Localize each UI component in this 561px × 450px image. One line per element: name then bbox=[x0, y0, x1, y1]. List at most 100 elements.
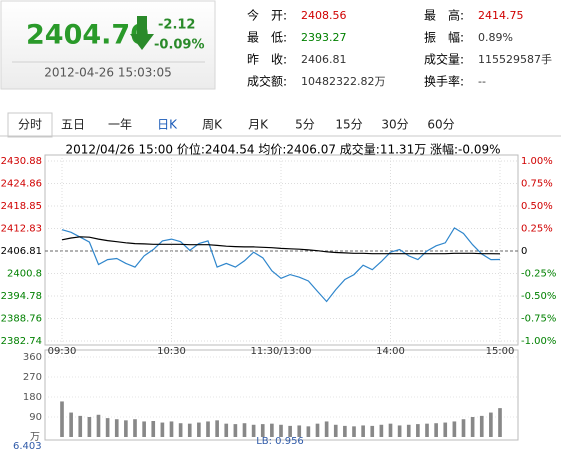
volume-bar bbox=[479, 415, 484, 437]
volume-bar bbox=[452, 421, 457, 437]
change: -2.12 bbox=[158, 18, 195, 33]
volume-bar bbox=[270, 423, 274, 437]
volume-bar bbox=[142, 421, 146, 437]
active-tab bbox=[7, 112, 53, 138]
volume-bar bbox=[333, 424, 338, 437]
field-label: 昨 收: bbox=[247, 53, 287, 67]
y2-tick-label: -0.25% bbox=[521, 269, 556, 280]
volume-bar bbox=[105, 418, 110, 437]
volume-bar bbox=[60, 401, 64, 437]
tab[interactable]: 30分 bbox=[381, 118, 408, 132]
tab[interactable]: 五日 bbox=[61, 118, 85, 132]
volume-bar bbox=[343, 425, 347, 437]
y2-tick-label: 1.00% bbox=[521, 156, 553, 167]
field-label: 成交额: bbox=[247, 74, 287, 89]
volume-bar bbox=[379, 424, 384, 437]
volume-bar bbox=[242, 423, 247, 437]
volume-bar bbox=[315, 423, 320, 437]
volume-bar bbox=[470, 417, 475, 437]
volume-bar bbox=[69, 412, 73, 437]
tab[interactable]: 60分 bbox=[427, 118, 454, 132]
info-line: 2012/04/26 15:00 价位:2404.54 均价:2406.07 成… bbox=[65, 142, 500, 157]
quote-time: 2012-04-26 15:03:05 bbox=[44, 66, 171, 80]
price-line bbox=[61, 227, 501, 303]
y-tick-label: 2424.86 bbox=[1, 179, 42, 190]
volume-bar bbox=[206, 421, 210, 437]
volume-bar bbox=[361, 425, 365, 437]
y2-tick-label: 0.75% bbox=[521, 179, 553, 190]
field-label: 换手率: bbox=[424, 74, 464, 89]
y2-tick-label: 0 bbox=[521, 246, 527, 257]
volume-bar bbox=[151, 421, 156, 437]
volume-bar bbox=[370, 425, 375, 437]
field-label: 最 低: bbox=[247, 31, 287, 45]
volume-bottom: 6.403 bbox=[13, 441, 42, 450]
y-tick-label: 360 bbox=[23, 352, 42, 363]
y-tick-label: 270 bbox=[23, 372, 42, 383]
price-line bbox=[61, 236, 501, 255]
quote-fields: 今 开: 2408.56 最 高: 2414.75 最 低: 2393.27 振 幅: 0.8… bbox=[247, 8, 552, 89]
volume-bar bbox=[233, 424, 238, 437]
tab[interactable]: 5分 bbox=[295, 118, 315, 132]
field-label: 成交量: bbox=[424, 52, 464, 67]
x-tick-label: 15:00 bbox=[486, 346, 515, 357]
tab[interactable]: 日K bbox=[157, 118, 178, 132]
tab[interactable]: 月K bbox=[248, 118, 269, 132]
tab[interactable]: 分时 bbox=[18, 118, 42, 132]
volume-unit: 万 bbox=[30, 432, 40, 443]
y2-tick-label: 0.50% bbox=[521, 201, 553, 212]
volume-bar bbox=[114, 419, 119, 437]
tab[interactable]: 一年 bbox=[108, 118, 132, 132]
field-value: 10482322.82万 bbox=[301, 75, 385, 88]
y-tick-label: 2388.76 bbox=[1, 313, 42, 324]
volume-bar bbox=[260, 424, 265, 437]
y2-tick-label: -0.75% bbox=[521, 314, 556, 325]
y2-tick-label: -0.50% bbox=[521, 291, 556, 302]
volume-bar bbox=[197, 422, 201, 437]
tab[interactable]: 周K bbox=[202, 118, 223, 132]
y-tick-label: 2430.88 bbox=[1, 156, 42, 167]
y-tick-label: 2382.74 bbox=[1, 336, 42, 347]
y-tick-label: 2418.85 bbox=[1, 201, 42, 212]
volume-bar bbox=[434, 423, 438, 437]
y-tick-label: 2394.78 bbox=[1, 291, 42, 302]
volume-bar bbox=[215, 420, 219, 437]
x-tick-label: 14:00 bbox=[376, 346, 405, 357]
y-tick-label: 2412.83 bbox=[1, 223, 42, 234]
volume-bar bbox=[288, 425, 292, 437]
volume-bar bbox=[87, 417, 92, 437]
tabs: 分时 五日 一年 日K 周K 月K 5分 15分 30分 60分 bbox=[7, 112, 455, 138]
volume-bar bbox=[78, 415, 83, 437]
tab[interactable]: 15分 bbox=[335, 118, 362, 132]
y2-tick-label: 0.25% bbox=[521, 224, 553, 235]
volume-bar bbox=[324, 421, 329, 437]
field-value: 2393.27 bbox=[301, 31, 347, 44]
x-tick-label: 10:30 bbox=[157, 346, 186, 357]
field-label: 今 开: bbox=[247, 8, 287, 23]
y-tick-label: 2406.81 bbox=[1, 246, 42, 257]
volume-bar bbox=[352, 426, 356, 437]
volume-note: LB: 0.956 bbox=[256, 436, 304, 447]
volume-bar bbox=[279, 424, 283, 437]
field-value: -- bbox=[478, 75, 486, 88]
volume-bar bbox=[397, 425, 402, 437]
field-value: 0.89% bbox=[478, 31, 513, 44]
volume-bar bbox=[489, 412, 493, 437]
x-tick-label: 11:30/13:00 bbox=[250, 346, 311, 357]
volume-bar bbox=[96, 414, 101, 437]
field-value: 115529587手 bbox=[478, 52, 552, 66]
field-label: 振 幅: bbox=[424, 30, 464, 45]
volume-bar bbox=[224, 423, 229, 437]
y-tick-label: 180 bbox=[23, 392, 42, 403]
volume-bar bbox=[406, 424, 411, 437]
volume-bar bbox=[498, 408, 502, 437]
y-tick-label: 2400.8 bbox=[7, 268, 42, 279]
volume-bar bbox=[461, 419, 466, 437]
volume-bar bbox=[160, 422, 165, 437]
volume-bar bbox=[425, 423, 429, 437]
field-label: 最 高: bbox=[424, 8, 464, 23]
volume-bar bbox=[124, 420, 128, 437]
volume-bar bbox=[178, 423, 183, 437]
change-pct: -0.09% bbox=[154, 38, 205, 53]
